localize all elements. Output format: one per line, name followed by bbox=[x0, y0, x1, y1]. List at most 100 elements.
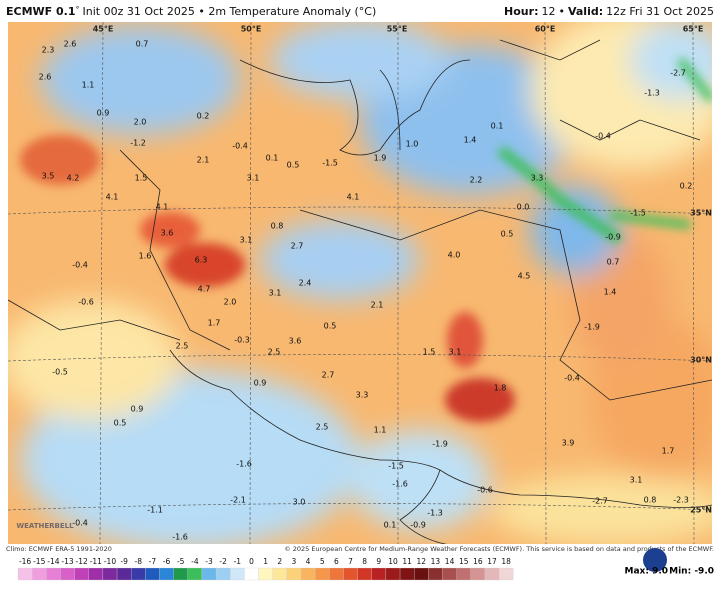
longitude-label: 55°E bbox=[387, 25, 408, 34]
latitude-label: 25°N bbox=[690, 506, 712, 515]
valid: 12z Fri 31 Oct 2025 bbox=[606, 5, 714, 18]
value-label: 0.5 bbox=[114, 419, 127, 428]
value-label: 1.4 bbox=[604, 288, 617, 297]
value-label: 1.5 bbox=[423, 348, 436, 357]
value-label: 1.7 bbox=[662, 447, 675, 456]
colorbar-swatch bbox=[498, 567, 514, 581]
separator: • bbox=[558, 5, 565, 18]
colorbar-label: 17 bbox=[487, 557, 497, 566]
colorbar-swatch bbox=[399, 567, 415, 581]
colorbar-label: -10 bbox=[104, 557, 116, 566]
value-label: 0.9 bbox=[254, 379, 267, 388]
value-label: 0.7 bbox=[136, 40, 149, 49]
value-label: 1.4 bbox=[464, 136, 477, 145]
value-label: 3.1 bbox=[269, 289, 282, 298]
colorbar-swatch bbox=[470, 567, 486, 581]
colorbar-label: -8 bbox=[135, 557, 143, 566]
colorbar-swatch bbox=[60, 567, 75, 581]
colorbar-label: -7 bbox=[149, 557, 157, 566]
colorbar-swatch bbox=[116, 567, 132, 581]
latitude-label: 35°N bbox=[690, 209, 712, 218]
value-label: 6.3 bbox=[195, 256, 208, 265]
colorbar-label: -15 bbox=[33, 557, 45, 566]
value-label: 3.0 bbox=[293, 498, 306, 507]
colorbar-swatch bbox=[414, 567, 429, 581]
colorbar-swatch bbox=[187, 567, 203, 581]
value-label: -1.9 bbox=[432, 440, 448, 449]
value-label: 2.7 bbox=[322, 371, 335, 380]
map bbox=[8, 22, 712, 544]
colorbar-swatch bbox=[173, 567, 188, 581]
colorbar-label: 13 bbox=[431, 557, 441, 566]
colorbar-swatch bbox=[428, 567, 443, 581]
value-label: 2.0 bbox=[134, 118, 147, 127]
value-label: -1.3 bbox=[644, 89, 660, 98]
value-label: 2.5 bbox=[268, 348, 281, 357]
value-label: 2.1 bbox=[371, 301, 384, 310]
value-label: 0.5 bbox=[501, 230, 514, 239]
value-label: 2.2 bbox=[470, 176, 483, 185]
value-label: 1.9 bbox=[374, 154, 387, 163]
colorbar-swatch bbox=[385, 567, 401, 581]
value-label: 2.6 bbox=[39, 73, 52, 82]
value-label: 3.1 bbox=[240, 236, 253, 245]
value-label: 3.1 bbox=[247, 174, 260, 183]
colorbar-swatch bbox=[159, 567, 174, 581]
value-label: -0.4 bbox=[564, 374, 580, 383]
colorbar-swatch bbox=[102, 567, 118, 581]
value-label: 1.0 bbox=[406, 140, 419, 149]
colorbar-label: 16 bbox=[473, 557, 483, 566]
colorbar-swatch bbox=[343, 567, 358, 581]
colorbar-label: 0 bbox=[249, 557, 254, 566]
value-label: 0.0 bbox=[517, 203, 530, 212]
longitude-label: 65°E bbox=[683, 25, 704, 34]
colorbar-label: 11 bbox=[402, 557, 412, 566]
value-label: 3.1 bbox=[449, 348, 462, 357]
value-label: 0.2 bbox=[680, 182, 693, 191]
colorbar-swatch bbox=[17, 567, 33, 581]
value-label: -1.5 bbox=[630, 209, 646, 218]
hour-label: Hour: bbox=[504, 5, 538, 18]
map-labels: 2.3 2.6 0.7 2.6 1.1 0.9 2.0 0.2 -1.2 -0.4 2.1 0.1 0.… bbox=[39, 40, 693, 542]
value-label: -0.4 bbox=[595, 132, 611, 141]
header-left: ECMWF 0.1° Init 00z 31 Oct 2025 • 2m Temp… bbox=[6, 5, 376, 19]
logo: WEATHERBELL bbox=[16, 522, 74, 530]
value-label: -0.5 bbox=[52, 368, 68, 377]
value-label: -2.7 bbox=[670, 69, 686, 78]
colorbar-label: -16 bbox=[19, 557, 31, 566]
colorbar-label: -11 bbox=[90, 557, 102, 566]
value-label: 3.9 bbox=[562, 439, 575, 448]
ecmwf-logo bbox=[643, 548, 667, 572]
value-label: 1.6 bbox=[139, 252, 152, 261]
value-label: 1.7 bbox=[208, 319, 221, 328]
value-label: 2.1 bbox=[197, 156, 210, 165]
min: Min: -9.0 bbox=[669, 567, 714, 577]
value-label: 0.8 bbox=[644, 496, 657, 505]
value-label: 0.5 bbox=[324, 322, 337, 331]
colorbar-swatch bbox=[258, 567, 273, 581]
value-label: 2.7 bbox=[291, 242, 304, 251]
latitude-label: 30°N bbox=[690, 356, 712, 365]
value-label: 3.6 bbox=[289, 337, 302, 346]
colorbar-swatch bbox=[145, 567, 160, 581]
value-label: 0.5 bbox=[287, 161, 300, 170]
value-label: -1.6 bbox=[172, 533, 188, 542]
colorbar-label: 15 bbox=[459, 557, 469, 566]
value-label: 0.1 bbox=[266, 154, 279, 163]
value-label: -0.4 bbox=[72, 519, 88, 528]
value-label: 2.6 bbox=[64, 40, 77, 49]
colorbar-label: 12 bbox=[417, 557, 427, 566]
value-label: 2.0 bbox=[224, 298, 237, 307]
value-label: -1.3 bbox=[427, 509, 443, 518]
colorbar-swatch bbox=[201, 567, 217, 581]
colorbar-swatch bbox=[131, 567, 146, 581]
colorbar-swatch bbox=[272, 567, 288, 581]
colorbar-swatch bbox=[442, 567, 457, 581]
value-label: -0.9 bbox=[605, 233, 621, 242]
colorbar-swatch bbox=[215, 567, 231, 581]
colorbar-label: -1 bbox=[234, 557, 242, 566]
value-label: -0.4 bbox=[232, 142, 248, 151]
value-label: 1.1 bbox=[374, 426, 387, 435]
colorbar-swatch bbox=[286, 567, 302, 581]
value-label: 4.1 bbox=[106, 193, 119, 202]
